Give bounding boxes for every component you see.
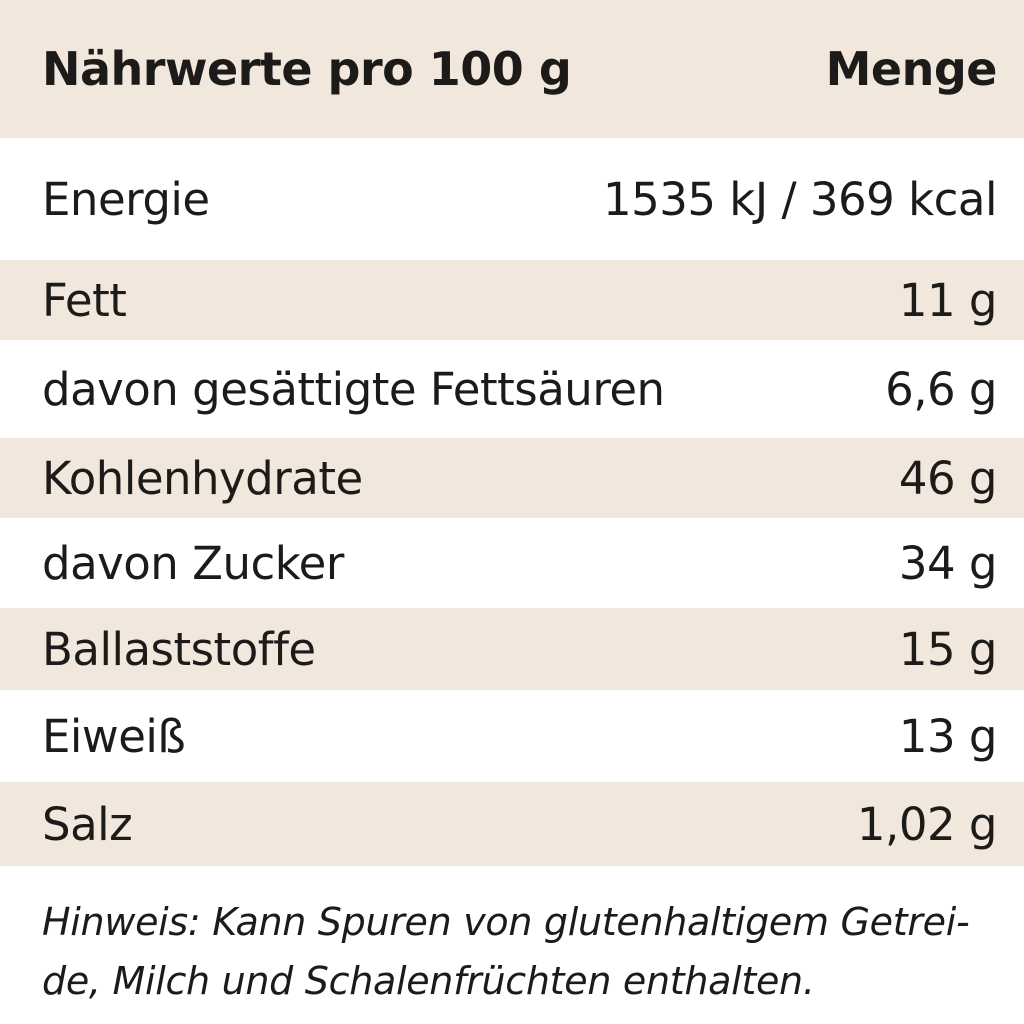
table-row-eiweiss: Eiweiß 13 g (0, 690, 1024, 782)
table-row-kohlenhydrate: Kohlenhydrate 46 g (0, 438, 1024, 518)
row-label: davon Zucker (42, 536, 344, 590)
row-label: Fett (42, 273, 127, 327)
allergen-note: Hinweis: Kann Spuren von glutenhaltigem … (42, 893, 1002, 1011)
nutrition-table: Nährwerte pro 100 g Menge Energie 1535 k… (0, 0, 1024, 866)
row-value: 46 g (898, 451, 998, 505)
note-line-2: de, Milch und Schalenfrüchten enthalten. (42, 959, 815, 1003)
table-row-gesaettigte-fettsaeuren: davon gesättigte Fettsäuren 6,6 g (0, 340, 1024, 438)
table-header: Nährwerte pro 100 g Menge (0, 0, 1024, 138)
note-line-1: Hinweis: Kann Spuren von glutenhaltigem … (42, 900, 970, 944)
row-label: Eiweiß (42, 709, 186, 763)
row-label: Ballaststoffe (42, 622, 316, 676)
row-value: 1,02 g (856, 797, 998, 851)
table-row-energie: Energie 1535 kJ / 369 kcal (0, 138, 1024, 260)
row-label: Salz (42, 797, 133, 851)
row-value: 11 g (898, 273, 998, 327)
header-label: Nährwerte pro 100 g (42, 42, 572, 96)
row-label: Kohlenhydrate (42, 451, 363, 505)
row-label: davon gesättigte Fettsäuren (42, 362, 665, 416)
table-row-fett: Fett 11 g (0, 260, 1024, 340)
header-amount: Menge (825, 42, 998, 96)
table-row-ballaststoffe: Ballaststoffe 15 g (0, 608, 1024, 690)
table-row-salz: Salz 1,02 g (0, 782, 1024, 866)
row-value: 15 g (898, 622, 998, 676)
row-label: Energie (42, 172, 210, 226)
row-value: 34 g (898, 536, 998, 590)
table-row-zucker: davon Zucker 34 g (0, 518, 1024, 608)
row-value: 6,6 g (885, 362, 997, 416)
row-value: 13 g (898, 709, 998, 763)
row-value: 1535 kJ / 369 kcal (602, 172, 998, 226)
